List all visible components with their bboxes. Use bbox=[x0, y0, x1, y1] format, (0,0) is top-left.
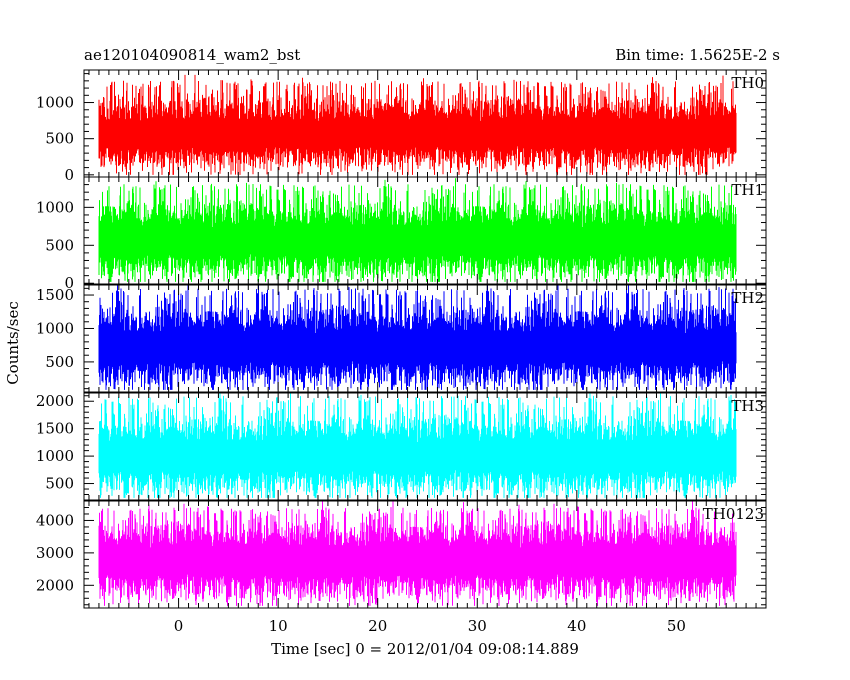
y-tick-label: 0 bbox=[64, 166, 74, 184]
y-tick-label: 2000 bbox=[36, 392, 74, 410]
x-tick-label: 20 bbox=[368, 617, 387, 635]
series-th2 bbox=[98, 285, 737, 390]
panel-label-th3: TH3 bbox=[731, 397, 764, 415]
panel-frame bbox=[83, 500, 767, 609]
x-tick-label: 50 bbox=[667, 617, 686, 635]
x-tick-label: 10 bbox=[269, 617, 288, 635]
y-tick-label: 3000 bbox=[36, 544, 74, 562]
x-tick-label: 0 bbox=[174, 617, 184, 635]
panel-th1: 0 500 1000 TH1 bbox=[36, 176, 767, 292]
panel-frame bbox=[83, 284, 767, 393]
panel-frame bbox=[83, 392, 767, 501]
x-axis-label: Time [sec] 0 = 2012/01/04 09:08:14.889 bbox=[271, 640, 579, 658]
y-tick-label: 1000 bbox=[36, 319, 74, 337]
series-th0 bbox=[98, 74, 737, 175]
y-tick-label: 1000 bbox=[36, 94, 74, 112]
y-tick-label: 4000 bbox=[36, 511, 74, 529]
panel-label-th1: TH1 bbox=[731, 181, 764, 199]
series-th3 bbox=[98, 393, 737, 498]
x-tick-label: 30 bbox=[468, 617, 487, 635]
y-tick-label: 500 bbox=[45, 353, 74, 371]
series-th0123 bbox=[98, 501, 737, 606]
panel-th3: 500 1000 1500 2000 TH3 bbox=[36, 392, 767, 501]
bin-time-label: Bin time: 1.5625E-2 s bbox=[615, 46, 780, 64]
y-tick-label: 500 bbox=[45, 130, 74, 148]
panel-th2: 500 1000 1500 TH2 bbox=[36, 284, 767, 393]
y-tick-label: 1000 bbox=[36, 447, 74, 465]
panel-label-th0123: TH0123 bbox=[703, 505, 764, 523]
panel-th0123: 2000 3000 4000 TH0123 bbox=[36, 500, 767, 609]
panel-label-th0: TH0 bbox=[731, 74, 764, 92]
y-axis-label: Counts/sec bbox=[4, 301, 22, 385]
chart-title: ae120104090814_wam2_bst bbox=[84, 46, 300, 64]
panel-th0: 0 500 1000 TH0 bbox=[36, 69, 767, 184]
y-tick-label: 1500 bbox=[36, 286, 74, 304]
y-tick-label: 1000 bbox=[36, 198, 74, 216]
panel-label-th2: TH2 bbox=[731, 289, 764, 307]
y-tick-label: 0 bbox=[64, 274, 74, 292]
y-tick-label: 1500 bbox=[36, 420, 74, 438]
series-th1 bbox=[98, 178, 737, 282]
x-tick-label: 40 bbox=[567, 617, 586, 635]
y-tick-label: 500 bbox=[45, 236, 74, 254]
y-tick-label: 500 bbox=[45, 475, 74, 493]
y-tick-label: 2000 bbox=[36, 576, 74, 594]
